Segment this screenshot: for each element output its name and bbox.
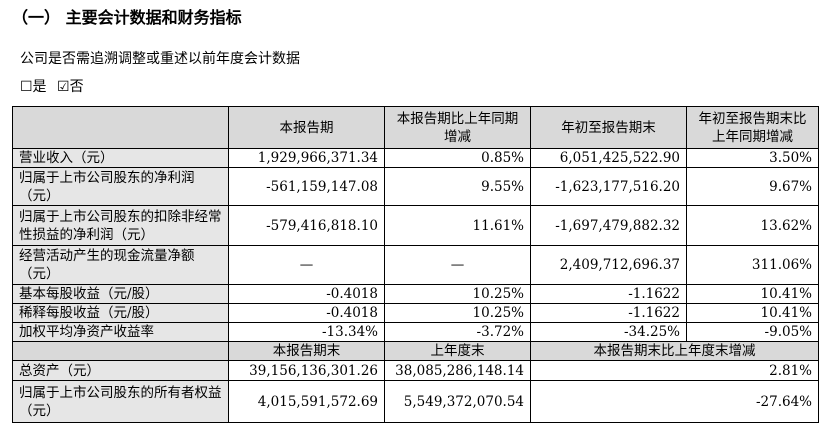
table-cell: 38,085,286,148.14 <box>384 360 531 381</box>
table-cell: -34.25% <box>530 322 687 342</box>
table-cell: -1.1622 <box>530 303 687 323</box>
table-cell: 本报告期比上年同期增减 <box>384 106 531 149</box>
table-cell: -579,416,818.10 <box>228 205 385 246</box>
table-cell: 年初至报告期末比上年同期增减 <box>686 106 819 149</box>
option-no: ☑否 <box>57 79 84 95</box>
table-cell: -561,159,147.08 <box>228 167 385 206</box>
question: 公司是否需追溯调整或重述以前年度会计数据 <box>20 51 300 67</box>
table-cell: 归属于上市公司股东的所有者权益（元） <box>12 380 229 423</box>
table-cell: 本报告期末 <box>228 341 385 361</box>
table-row: 经营活动产生的现金流量净额（元） — —2,409,712,696.37 311.06… <box>12 245 819 285</box>
table-cell: 营业收入（元） <box>12 148 229 168</box>
table-cell: 311.06% <box>686 245 819 285</box>
table-cell: 经营活动产生的现金流量净额（元） <box>12 245 229 285</box>
table-row: 归属于上市公司股东的净利润（元） -561,159,147.08 9.55% -1,6… <box>12 167 819 206</box>
table-row: 总资产（元） 39,156,136,301.26 38,085,286,148.14… <box>12 360 819 381</box>
table-cell: 13.62% <box>686 205 819 246</box>
table-cell: 11.61% <box>384 205 531 246</box>
option-yes: ☐是 <box>20 79 47 95</box>
table-cell: 归属于上市公司股东的扣除非经常性损益的净利润（元） <box>12 205 229 246</box>
table-cell: 稀释每股收益（元/股） <box>12 303 229 323</box>
table-row: 营业收入（元） 1,929,966,371.34 0.85% 6,051,425,52… <box>12 148 819 168</box>
table-cell: -1.1622 <box>530 284 687 304</box>
table-cell <box>12 106 229 149</box>
table-row: 本报告期 本报告期比上年同期增减 年初至报告期末 年初至报告期末比上年同期增减 <box>12 106 819 149</box>
table-cell: 本报告期 <box>228 106 385 149</box>
table-cell: 6,051,425,522.90 <box>530 148 687 168</box>
table-cell: 9.67% <box>686 167 819 206</box>
table-cell: -3.72% <box>384 322 531 342</box>
table-cell: 3.50% <box>686 148 819 168</box>
table-cell: 归属于上市公司股东的净利润（元） <box>12 167 229 206</box>
table-cell: 本报告期末比上年度末增减 <box>530 341 819 361</box>
table-row: 归属于上市公司股东的所有者权益（元） 4,015,591,572.69 5,549,… <box>12 380 819 423</box>
table-cell: 加权平均净资产收益率 <box>12 322 229 342</box>
table-cell: 9.55% <box>384 167 531 206</box>
table-cell: 5,549,372,070.54 <box>384 380 531 423</box>
table-cell: 基本每股收益（元/股） <box>12 284 229 304</box>
section-title: （一） 主要会计数据和财务指标 <box>12 8 242 27</box>
financial-table: 本报告期 本报告期比上年同期增减 年初至报告期末 年初至报告期末比上年同期增减 营业收入… <box>12 106 819 423</box>
table-cell: 上年度末 <box>384 341 531 361</box>
table-cell: 年初至报告期末 <box>530 106 687 149</box>
table-cell <box>12 341 229 361</box>
table-cell: -0.4018 <box>228 284 385 304</box>
table-cell: -1,697,479,882.32 <box>530 205 687 246</box>
table-cell: -13.34% <box>228 322 385 342</box>
table-cell: 总资产（元） <box>12 360 229 381</box>
table-cell: 2.81% <box>530 360 819 381</box>
table-cell: — <box>228 245 385 285</box>
table-cell: 1,929,966,371.34 <box>228 148 385 168</box>
options: ☐是 ☑否 <box>20 76 90 96</box>
table-cell: 39,156,136,301.26 <box>228 360 385 381</box>
table-cell: -1,623,177,516.20 <box>530 167 687 206</box>
table-cell: 10.25% <box>384 303 531 323</box>
table-cell: -9.05% <box>686 322 819 342</box>
table-row: 基本每股收益（元/股） -0.4018 10.25% -1.1622 10.41% <box>12 284 819 304</box>
table-cell: — <box>384 245 531 285</box>
table-row: 本报告期末 上年度末 本报告期末比上年度末增减 <box>12 341 819 361</box>
table-cell: 4,015,591,572.69 <box>228 380 385 423</box>
table-cell: 0.85% <box>384 148 531 168</box>
table-cell: 10.25% <box>384 284 531 304</box>
table-cell: 10.41% <box>686 303 819 323</box>
table-cell: -27.64% <box>530 380 819 423</box>
table-row: 加权平均净资产收益率 -13.34% -3.72% -34.25% -9.05% <box>12 322 819 342</box>
table-row: 归属于上市公司股东的扣除非经常性损益的净利润（元） -579,416,818.10… <box>12 205 819 246</box>
table-cell: 10.41% <box>686 284 819 304</box>
table-cell: 2,409,712,696.37 <box>530 245 687 285</box>
table-cell: -0.4018 <box>228 303 385 323</box>
table-row: 稀释每股收益（元/股） -0.4018 10.25% -1.1622 10.41% <box>12 303 819 323</box>
